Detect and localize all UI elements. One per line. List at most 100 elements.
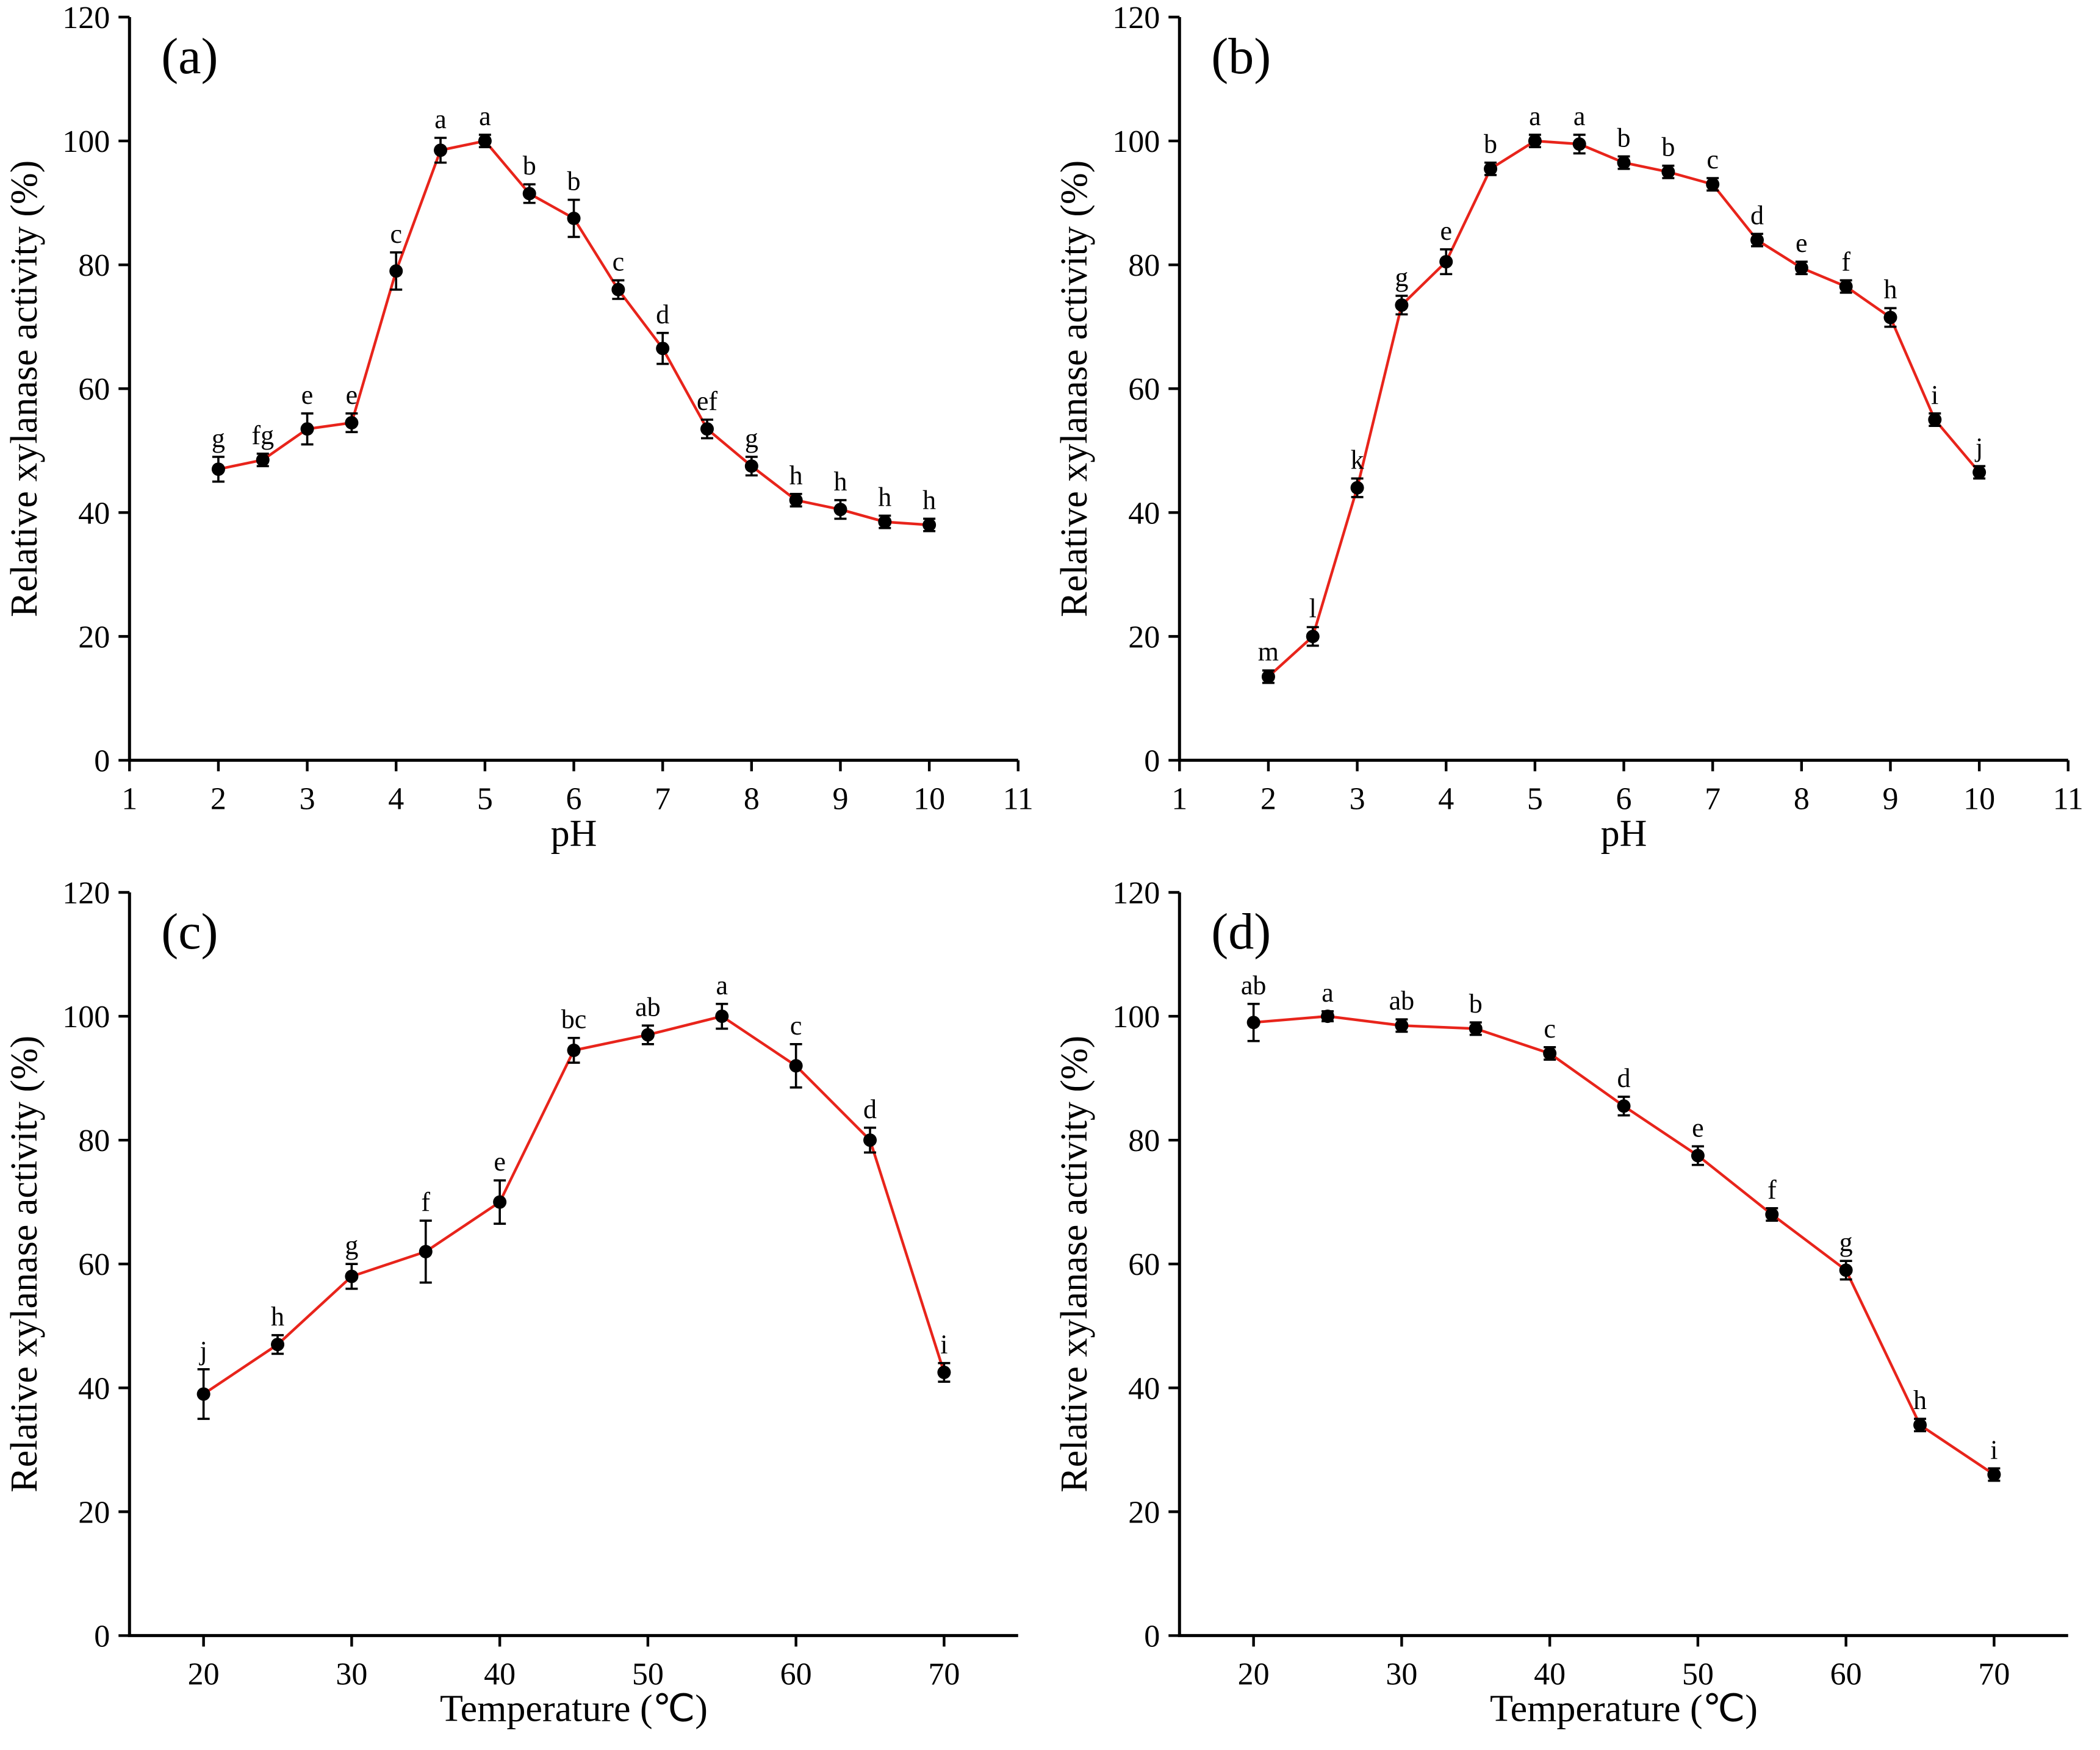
x-tick-label: 30 [1386,1657,1417,1691]
sig-letter: ab [1241,970,1267,1000]
data-point [715,1009,729,1023]
data-point [1306,629,1320,644]
sig-letter: g [345,1230,358,1260]
panel-label: (a) [161,28,218,85]
panel-c: 20 30 40 50 60 70 0 20 40 60 80 100 120 Temperature (… [0,875,1050,1750]
x-tick-label: 50 [632,1657,664,1691]
sig-letter: bc [561,1004,587,1034]
data-point [1839,1263,1853,1277]
y-tick-label: 20 [78,620,110,654]
sig-letter: d [863,1094,877,1124]
data-point [1839,279,1853,293]
sig-letter: a [434,104,447,134]
data-point [611,282,625,296]
y-tick-label: 100 [62,1000,110,1035]
data-point [1794,261,1808,275]
data-point [833,503,847,517]
x-tick-label: 50 [1682,1657,1714,1691]
data-point [419,1244,433,1258]
x-tick-label: 4 [388,781,404,816]
sig-letter: f [1841,247,1850,277]
data-point [1469,1021,1483,1035]
data-point [434,143,448,157]
x-tick-label: 6 [1616,781,1632,816]
y-tick-label: 80 [1128,248,1160,283]
sig-letter: f [1767,1174,1777,1204]
data-point [1706,178,1720,192]
data-point [522,187,536,201]
sig-letter: f [421,1187,430,1217]
x-tick-label: 60 [780,1657,812,1691]
x-tick-label: 7 [655,781,671,816]
data-point [1928,412,1942,426]
sig-letter: h [271,1301,284,1331]
data-line [1267,139,1980,678]
data-point [1750,233,1764,247]
chart-a: 1 2 3 4 5 6 7 8 9 10 11 0 20 40 60 80 100 120 pH Relative x… [4,1,1034,854]
data-point [345,416,359,430]
sig-letter: e [494,1147,506,1177]
y-tick-label: 80 [78,248,110,283]
panel-label: (b) [1211,28,1271,85]
x-tick-label: 2 [1260,781,1276,816]
sig-letter: h [878,482,891,512]
sig-letter: a [1529,101,1541,131]
y-tick-label: 120 [62,876,110,911]
y-tick-label: 120 [62,1,110,35]
data-point [1350,481,1364,495]
data-point [567,1043,581,1057]
sig-letter: i [940,1329,948,1359]
data-point [478,134,492,148]
sig-letter: i [1931,380,1938,410]
data-point [1321,1009,1335,1023]
data-point [789,493,803,507]
sig-letter: b [1617,123,1631,152]
data-point [1691,1149,1705,1163]
sig-letter: j [1974,432,1983,462]
sig-letter: b [523,151,536,181]
sig-letter: b [567,167,581,196]
sig-letter: ab [1389,986,1415,1016]
x-tick-label: 30 [336,1657,367,1691]
x-axis-title: pH [1601,812,1647,854]
sig-letter: c [1706,145,1719,174]
x-tick-label: 5 [1527,781,1543,816]
data-point [937,1365,951,1379]
data-point [1439,255,1453,269]
sig-letter: d [656,299,669,329]
sig-letter: d [1750,200,1764,230]
y-axis-title: Relative xylanase activity (%) [1054,1035,1095,1492]
sig-letter: a [1573,101,1586,131]
data-point [389,264,403,278]
y-tick-label: 60 [78,1247,110,1282]
data-point [493,1195,507,1209]
x-tick-label: 3 [300,781,315,816]
data-point [196,1386,210,1400]
x-tick-label: 11 [1003,781,1034,816]
data-point [1246,1015,1260,1029]
sig-letter: g [1839,1227,1853,1257]
x-tick-label: 9 [832,781,848,816]
data-point [789,1058,803,1072]
panel-label: (d) [1211,903,1271,960]
data-point [922,518,937,532]
x-tick-label: 2 [210,781,226,816]
x-tick-label: 70 [1978,1657,2010,1691]
chart-b: 1 2 3 4 5 6 7 8 9 10 11 0 20 40 60 80 100 120 pH Relative x… [1054,1,2084,854]
data-point [641,1028,655,1042]
sig-letter: a [716,970,728,1000]
panel-a: 1 2 3 4 5 6 7 8 9 10 11 0 20 40 60 80 100 120 pH Relative x… [0,0,1050,875]
sig-letter: c [790,1010,802,1040]
sig-letter: b [1469,989,1483,1019]
x-tick-label: 40 [484,1657,516,1691]
x-tick-label: 4 [1438,781,1454,816]
x-tick-label: 8 [1794,781,1810,816]
sig-letter: c [613,247,625,277]
panel-label: (c) [161,903,218,960]
data-point [1765,1207,1779,1221]
x-tick-label: 9 [1882,781,1898,816]
x-tick-label: 1 [121,781,137,816]
data-point [863,1133,877,1147]
x-tick-label: 10 [913,781,945,816]
y-tick-label: 80 [78,1124,110,1158]
